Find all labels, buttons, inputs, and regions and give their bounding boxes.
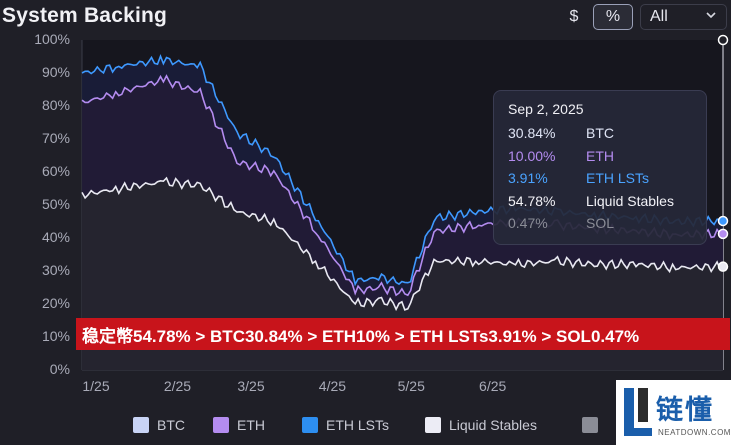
- chart-tooltip: Sep 2, 2025 30.84% BTC 10.00% ETH 3.91% ETH L…: [493, 90, 707, 245]
- y-tick-label: 40%: [41, 229, 70, 245]
- y-tick-label: 70%: [41, 130, 70, 146]
- x-tick-label: 2/25: [163, 378, 192, 394]
- page-title: System Backing: [2, 4, 168, 27]
- hover-point: [717, 34, 729, 46]
- legend-label: ETH LSTs: [326, 417, 390, 433]
- tooltip-series-label: Liquid Stables: [586, 192, 674, 209]
- dollar-toggle-button[interactable]: $: [569, 8, 579, 25]
- x-tick-label: 5/25: [397, 378, 425, 394]
- y-tick-label: 50%: [41, 196, 70, 212]
- y-tick-label: 30%: [41, 262, 70, 278]
- legend-item[interactable]: ETH LSTs: [302, 417, 389, 433]
- hover-point: [717, 215, 729, 227]
- range-select[interactable]: All: [640, 4, 727, 30]
- x-tick-label: 6/25: [479, 378, 507, 394]
- x-tick-label: 3/25: [237, 378, 265, 394]
- tooltip-value: 0.47%: [508, 215, 548, 232]
- legend-swatch: [425, 417, 441, 433]
- tooltip-series-label: SOL: [586, 215, 615, 232]
- x-tick-label: 4/25: [318, 378, 347, 394]
- y-tick-label: 0%: [49, 361, 70, 377]
- tooltip-series-label: BTC: [586, 125, 614, 142]
- legend-item[interactable]: ETH: [213, 417, 265, 433]
- chevron-down-icon: [705, 8, 717, 26]
- range-select-value: All: [650, 8, 668, 25]
- hover-point: [717, 228, 729, 240]
- tooltip-rows: 30.84% BTC 10.00% ETH 3.91% ETH LSTs 54.78% Liq…: [508, 122, 692, 235]
- series-line-liquid-stables: [81, 176, 724, 312]
- tooltip-value: 54.78%: [508, 192, 556, 209]
- tooltip-row: 54.78% Liquid Stables: [508, 190, 692, 213]
- y-tick-label: 80%: [41, 97, 70, 113]
- legend-item[interactable]: BTC: [133, 417, 185, 433]
- y-tick-label: 90%: [41, 64, 70, 80]
- tooltip-row: 3.91% ETH LSTs: [508, 167, 692, 190]
- legend-swatch: [133, 417, 149, 433]
- ranking-banner: 稳定幣54.78% > BTC30.84% > ETH10% > ETH LST…: [76, 318, 730, 350]
- legend-item[interactable]: Liquid Stables: [425, 417, 537, 433]
- tooltip-value: 3.91%: [508, 170, 548, 187]
- tooltip-date: Sep 2, 2025: [508, 101, 584, 117]
- tooltip-series-label: ETH LSTs: [586, 170, 650, 187]
- legend-swatch: [213, 417, 229, 433]
- logo-text: 链懂: [656, 395, 714, 425]
- tooltip-value: 30.84%: [508, 125, 556, 142]
- y-tick-label: 20%: [41, 295, 70, 311]
- logo-subtext: NEATDOWN.COM: [658, 428, 731, 437]
- legend-label: BTC: [157, 417, 185, 433]
- tooltip-value: 10.00%: [508, 147, 556, 164]
- y-tick-label: 60%: [41, 163, 70, 179]
- legend-item[interactable]: [582, 417, 606, 433]
- legend-label: ETH: [237, 417, 265, 433]
- legend-swatch: [582, 417, 598, 433]
- legend-swatch: [302, 417, 318, 433]
- tooltip-series-label: ETH: [586, 147, 614, 164]
- tooltip-row: 0.47% SOL: [508, 212, 692, 235]
- logo-icon: [624, 388, 652, 436]
- x-tick-label: 1/25: [82, 378, 110, 394]
- watermark-logo: 链懂 NEATDOWN.COM: [616, 380, 731, 445]
- hover-point: [717, 261, 729, 272]
- y-tick-label: 10%: [41, 328, 70, 344]
- percent-toggle-button[interactable]: %: [593, 4, 633, 30]
- tooltip-row: 10.00% ETH: [508, 145, 692, 168]
- y-tick-label: 100%: [34, 31, 70, 47]
- tooltip-row: 30.84% BTC: [508, 122, 692, 145]
- legend-label: Liquid Stables: [449, 417, 537, 433]
- hover-points: [717, 34, 729, 272]
